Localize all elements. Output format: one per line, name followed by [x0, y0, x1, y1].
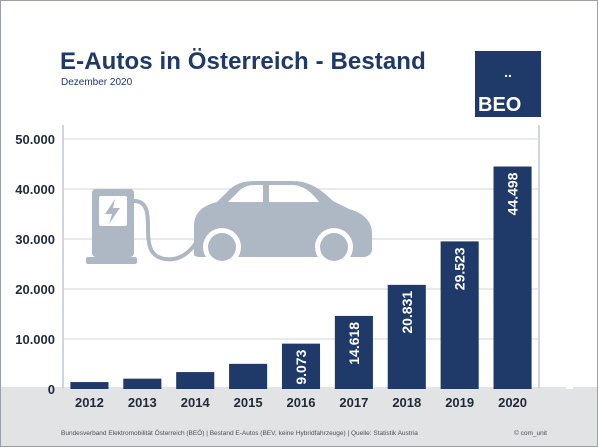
bar-2014	[176, 372, 215, 389]
x-tick-label: 2019	[445, 395, 474, 410]
chart-subtitle: Dezember 2020	[61, 77, 133, 88]
bar-2015	[229, 363, 268, 389]
bar-2013	[123, 378, 162, 389]
car-icon	[194, 181, 372, 266]
x-tick-label: 2020	[498, 395, 527, 410]
chart-title: E-Autos in Österreich - Bestand	[60, 48, 426, 75]
data-label: 9.073	[293, 349, 309, 384]
bars-layer	[70, 166, 532, 389]
data-labels-layer: 9.073 14.618 20.831 29.523 44.498	[293, 172, 521, 384]
x-tick-layer: 2012 2013 2014 2015 2016 2017 2018 2019 2020	[75, 395, 527, 410]
data-label: 14.618	[346, 322, 362, 365]
data-label: 29.523	[452, 247, 468, 290]
x-tick-label: 2015	[234, 395, 263, 410]
bar-2019	[440, 241, 479, 389]
copyright-note: © com_unit	[514, 430, 547, 437]
y-tick-layer: 0 10.000 20.000 30.000 40.000 50.000	[15, 132, 55, 397]
y-tick-label: 50.000	[15, 132, 55, 147]
bar-2017	[334, 315, 373, 389]
bar-2020	[493, 166, 532, 389]
x-tick-label: 2016	[287, 395, 316, 410]
x-tick-label: 2012	[75, 395, 104, 410]
x-tick-label: 2017	[339, 395, 368, 410]
bar-2012	[70, 382, 109, 389]
logo-text: BEO	[478, 94, 522, 116]
y-tick-label: 30.000	[15, 232, 55, 247]
ev-illustration	[86, 181, 372, 266]
x-tick-label: 2018	[392, 395, 421, 410]
bar-2018	[387, 284, 426, 389]
source-note: Bundesverband Elektromobilität Österreic…	[61, 430, 418, 437]
y-tick-label: 40.000	[15, 182, 55, 197]
x-tick-label: 2014	[181, 395, 211, 410]
y-tick-label: 10.000	[15, 332, 55, 347]
data-label: 20.831	[399, 291, 415, 334]
charging-station-icon	[86, 189, 198, 264]
bar-2016	[281, 343, 321, 389]
lightning-icon	[105, 199, 120, 224]
y-tick-label: 20.000	[15, 282, 55, 297]
beo-logo: .. BEO	[475, 51, 541, 117]
tree-icon	[545, 325, 595, 389]
data-label: 44.498	[505, 172, 521, 215]
logo-dots: ..	[504, 64, 512, 80]
y-tick-label: 0	[48, 382, 55, 397]
ground-band	[1, 387, 597, 446]
x-tick-label: 2013	[128, 395, 157, 410]
